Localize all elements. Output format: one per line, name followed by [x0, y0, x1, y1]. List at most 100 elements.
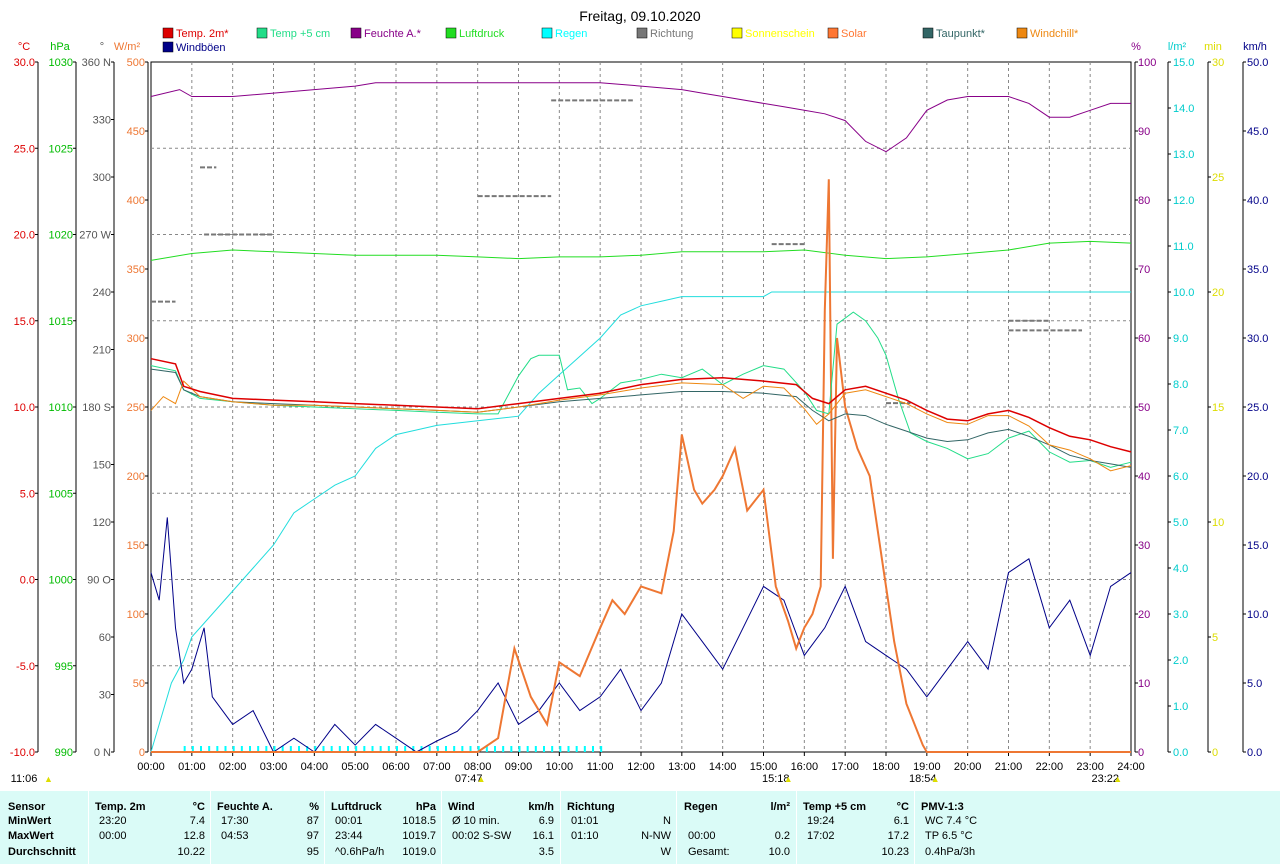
sunshine-tick-label: 30	[1212, 57, 1224, 69]
humidity-tick-label: 10	[1138, 678, 1150, 690]
rain-event-mark	[502, 746, 505, 752]
rain-event-mark	[232, 746, 235, 752]
stats-pressure-value: 1019.7	[402, 830, 436, 842]
rain-event-mark	[404, 746, 407, 752]
stats-temp5cm-value: 17.2	[887, 830, 909, 842]
stats-direction-value: N	[663, 815, 671, 827]
rain-event-mark	[494, 746, 496, 752]
series-group	[150, 82, 1132, 753]
x-tick-label: 09:00	[505, 761, 533, 773]
stats-wind-time: 00:02 S-SW	[452, 830, 512, 842]
sun-event-marker: ▲	[477, 774, 486, 784]
temp-tick-label: 20.0	[14, 230, 35, 242]
legend-swatch	[162, 41, 174, 53]
temp-axis-unit: °C	[18, 41, 30, 53]
wind-tick-label: 5.0	[1247, 678, 1262, 690]
rain-tick-label: 13.0	[1173, 149, 1194, 161]
rain-event-mark	[208, 746, 211, 752]
rain-tick-label: 0.0	[1173, 747, 1188, 759]
x-tick-label: 20:00	[954, 761, 982, 773]
rain-tick-label: 12.0	[1173, 195, 1194, 207]
direction-tick-label: 270 W	[79, 230, 111, 242]
pressure-tick-label: 1015	[49, 316, 73, 328]
legend-label: Solar	[841, 28, 867, 40]
stats-unit-wind: km/h	[528, 801, 554, 813]
rain-event-mark	[526, 746, 529, 752]
stats-rain-value: 10.0	[768, 846, 790, 858]
legend-swatch	[162, 27, 174, 39]
sun-event-label: 11:06	[11, 773, 38, 785]
rain-event-mark	[281, 746, 284, 752]
temp-tick-label: 0.0	[20, 575, 35, 587]
rain-event-mark	[461, 746, 464, 752]
sun-event-label: 07:47	[455, 773, 483, 785]
legend-label: Temp +5 cm	[270, 28, 330, 40]
rain-event-mark	[592, 746, 594, 752]
stats-pmv-time: TP 6.5 °C	[925, 830, 973, 842]
x-tick-label: 01:00	[178, 761, 206, 773]
stats-humidity-value: 97	[306, 830, 319, 842]
left-axes: 30.0 25.0 20.0 15.0 10.0 5.0 0.0 -5.0 -10.0 °C 103…	[10, 41, 149, 759]
temp-tick-label: 5.0	[20, 488, 35, 500]
solar-tick-label: 300	[127, 333, 145, 345]
x-tick-label: 24:00	[1117, 761, 1145, 773]
stats-direction-time: 01:01	[571, 815, 599, 827]
chart-legend: Temp. 2m* Temp +5 cm Feuchte A.* Luftdruck R…	[162, 27, 1079, 54]
rain-event-mark	[396, 746, 398, 752]
stats-header-direction: Richtung	[567, 801, 615, 813]
direction-tick-label: 0 N	[94, 747, 111, 759]
rain-tick-label: 3.0	[1173, 609, 1188, 621]
pressure-tick-label: 990	[55, 747, 73, 759]
rain-event-mark	[249, 746, 251, 752]
legend-label: Feuchte A.*	[364, 28, 422, 40]
legend-label: Sonnenschein	[745, 28, 815, 40]
wind-tick-label: 25.0	[1247, 402, 1268, 414]
rain-event-mark	[559, 746, 562, 752]
pressure-tick-label: 1000	[49, 575, 73, 587]
stats-unit-pressure: hPa	[415, 801, 436, 813]
stats-temp2m-value: 7.4	[189, 815, 205, 827]
humidity-tick-label: 60	[1138, 333, 1150, 345]
x-tick-label: 02:00	[219, 761, 247, 773]
stats-pressure-time: 23:44	[335, 830, 363, 842]
rain-event-mark	[289, 746, 292, 752]
rain-event-mark	[273, 746, 276, 752]
rain-event-mark	[224, 746, 227, 752]
direction-tick-label: 90 O	[87, 575, 111, 587]
legend-swatch	[827, 27, 839, 39]
chart-title: Freitag, 09.10.2020	[579, 8, 701, 24]
humidity-tick-label: 90	[1138, 126, 1150, 138]
direction-tick-label: 60	[99, 632, 111, 644]
rain-tick-label: 11.0	[1173, 241, 1194, 253]
humidity-tick-label: 40	[1138, 471, 1150, 483]
stats-separator	[676, 791, 677, 864]
stats-humidity-value: 95	[306, 846, 319, 858]
stats-header-temp2m: Temp. 2m	[95, 801, 146, 813]
x-tick-label: 21:00	[995, 761, 1023, 773]
temp-2m-line	[150, 357, 1132, 453]
rain-tick-label: 1.0	[1173, 701, 1188, 713]
direction-tick-label: 180 S	[82, 402, 111, 414]
rain-event-mark	[191, 746, 194, 752]
solar-tick-label: 200	[127, 471, 145, 483]
stats-temp2m-value: 10.22	[177, 846, 205, 858]
rain-tick-label: 6.0	[1173, 471, 1188, 483]
solar-tick-label: 0	[139, 747, 145, 759]
wind-tick-label: 40.0	[1247, 195, 1268, 207]
temp-tick-label: -5.0	[16, 661, 35, 673]
stats-header-rain: Regen	[684, 801, 718, 813]
stats-pressure-value: 1018.5	[402, 815, 436, 827]
legend-swatch	[541, 27, 553, 39]
stats-wind-time: Ø 10 min.	[452, 815, 500, 827]
pressure-tick-label: 1010	[49, 402, 73, 414]
statistics-table: Sensor MinWert MaxWert Durchschnitt Temp. 2m…	[0, 791, 1280, 864]
rain-event-mark	[583, 746, 586, 752]
right-axes: 1009080706050403020100%15.014.013.012.01…	[1131, 41, 1268, 759]
rain-event-mark	[314, 746, 317, 752]
rain-event-mark	[600, 746, 603, 752]
stats-wind-value: 3.5	[538, 846, 554, 858]
x-tick-label: 22:00	[1036, 761, 1064, 773]
pressure-axis-unit: hPa	[50, 41, 70, 53]
wind-tick-label: 0.0	[1247, 747, 1262, 759]
humidity-tick-label: 20	[1138, 609, 1150, 621]
